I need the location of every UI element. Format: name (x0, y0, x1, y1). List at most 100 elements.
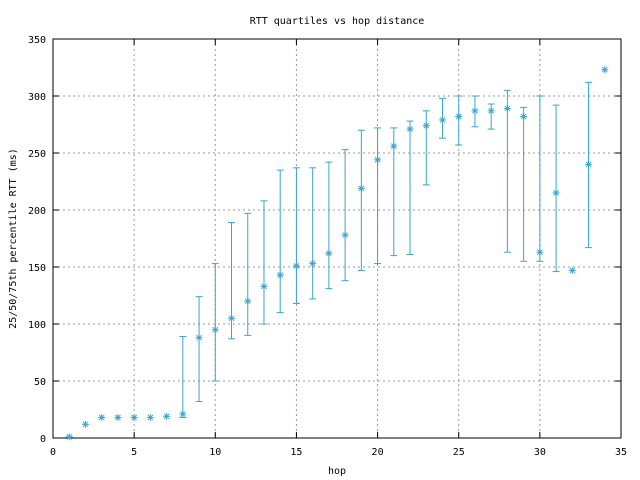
marker-stroke (520, 113, 527, 120)
marker-stroke (585, 161, 592, 168)
data-point (585, 81, 593, 249)
data-point (309, 167, 317, 300)
x-tick-label: 5 (131, 447, 137, 458)
marker-stroke (293, 263, 300, 269)
data-point (536, 95, 544, 262)
marker-stroke (326, 250, 332, 257)
marker-stroke (261, 283, 267, 290)
marker-stroke (342, 232, 348, 238)
median-marker (357, 184, 365, 192)
data-point (341, 149, 349, 282)
median-marker (81, 420, 89, 428)
y-tick-label: 0 (40, 434, 46, 445)
data-point (357, 129, 365, 271)
median-marker (65, 433, 73, 441)
median-marker (163, 412, 171, 420)
median-marker (438, 116, 446, 124)
marker-stroke (98, 414, 105, 421)
marker-stroke (66, 434, 73, 440)
y-tick-label: 350 (28, 35, 46, 46)
median-marker (98, 413, 106, 421)
data-point (260, 200, 268, 325)
median-marker (585, 160, 593, 168)
x-tick-label: 0 (50, 447, 56, 458)
median-marker (520, 113, 528, 121)
data-point (114, 413, 122, 421)
data-point (520, 106, 528, 262)
median-marker (228, 314, 236, 322)
data-point (552, 104, 560, 273)
data-point (374, 127, 382, 265)
median-marker (244, 297, 252, 305)
chart-title: RTT quartiles vs hop distance (250, 16, 425, 27)
marker-stroke (601, 66, 608, 73)
median-marker (276, 271, 284, 279)
data-point (276, 169, 284, 314)
data-point (455, 95, 463, 146)
median-marker (179, 410, 187, 418)
x-tick-label: 10 (209, 447, 221, 458)
x-tick-label: 20 (372, 447, 384, 458)
y-tick-label: 50 (34, 377, 46, 388)
data-point (163, 412, 171, 420)
marker-stroke (374, 156, 381, 163)
data-point (487, 103, 495, 130)
median-marker (325, 249, 333, 257)
data-point (81, 420, 89, 428)
median-marker (422, 122, 430, 130)
plot-frame (52, 38, 622, 439)
marker-stroke (212, 326, 219, 333)
x-axis-label: hop (328, 466, 346, 477)
y-tick-label: 150 (28, 263, 46, 274)
median-marker (130, 413, 138, 421)
median-marker (568, 266, 576, 274)
marker-stroke (423, 122, 430, 129)
median-marker (406, 125, 414, 133)
x-tick-label: 15 (290, 447, 302, 458)
median-marker (260, 282, 268, 290)
data-point (422, 110, 430, 186)
marker-stroke (163, 413, 170, 420)
marker-stroke (553, 190, 559, 196)
median-marker (471, 107, 479, 115)
median-marker (292, 262, 300, 270)
marker-stroke (147, 414, 154, 421)
data-point (244, 212, 252, 336)
y-tick-label: 250 (28, 149, 46, 160)
median-marker (146, 413, 154, 421)
data-point (503, 89, 511, 253)
median-marker (601, 66, 609, 74)
marker-stroke (244, 298, 251, 305)
y-axis-label: 25/50/75th percentile RTT (ms) (8, 148, 19, 329)
x-tick-label: 25 (453, 447, 465, 458)
data-point (146, 413, 154, 421)
marker-stroke (277, 272, 284, 278)
marker-stroke (196, 334, 202, 341)
data-point (65, 433, 73, 441)
median-marker (536, 248, 544, 256)
marker-stroke (488, 107, 495, 114)
data-point (292, 167, 300, 304)
data-point (98, 413, 106, 421)
x-tick-label: 30 (534, 447, 546, 458)
data-point (228, 222, 236, 340)
marker-stroke (504, 105, 511, 112)
marker-stroke (407, 126, 413, 132)
marker-stroke (309, 260, 316, 267)
marker-stroke (439, 117, 446, 123)
median-marker (211, 326, 219, 334)
marker-stroke (455, 113, 462, 120)
y-tick-label: 200 (28, 206, 46, 217)
median-marker (114, 413, 122, 421)
data-point (179, 336, 187, 418)
data-point (438, 97, 446, 139)
data-point (325, 161, 333, 290)
data-point (568, 266, 576, 274)
median-marker (341, 231, 349, 239)
median-marker (552, 189, 560, 197)
data-point (406, 120, 414, 255)
median-marker (455, 113, 463, 121)
x-tick-label: 35 (615, 447, 627, 458)
data-point (130, 413, 138, 421)
